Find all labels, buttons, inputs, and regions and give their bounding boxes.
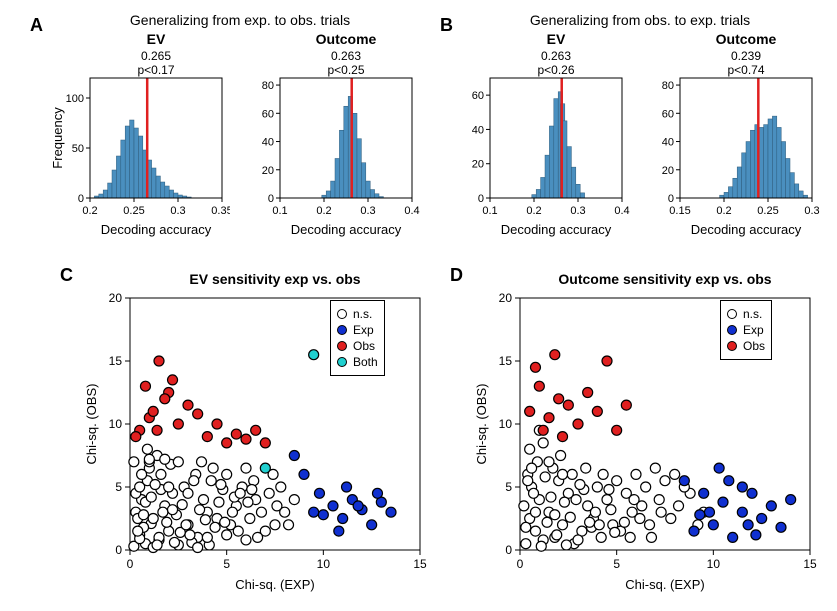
legend-item: n.s. <box>727 307 765 321</box>
svg-text:Decoding accuracy: Decoding accuracy <box>101 222 212 237</box>
svg-text:EV: EV <box>147 31 166 47</box>
svg-text:60: 60 <box>472 90 484 102</box>
histogram-a-outcome: Outcome 0.263p<0.25 0.1 0.2 0.3 0.4 0 20 40 60 80 D… <box>240 30 420 240</box>
svg-text:p<0.26: p<0.26 <box>537 63 574 77</box>
svg-text:0.3: 0.3 <box>360 205 375 217</box>
svg-text:Chi-sq. (EXP): Chi-sq. (EXP) <box>235 577 314 592</box>
svg-text:0: 0 <box>78 193 84 205</box>
svg-text:0: 0 <box>268 193 274 205</box>
svg-text:40: 40 <box>662 137 674 149</box>
svg-text:10: 10 <box>109 417 123 431</box>
svg-text:p<0.17: p<0.17 <box>137 63 174 77</box>
svg-text:0: 0 <box>478 193 484 205</box>
legend-item: Exp <box>727 323 765 337</box>
histogram-a-ev: EV 0.265p<0.17 0.2 0.25 0.3 0.35 0 50 100 Decodin… <box>50 30 230 240</box>
svg-text:0.2: 0.2 <box>82 205 97 217</box>
svg-text:0.2: 0.2 <box>526 205 541 217</box>
svg-text:0.265: 0.265 <box>141 49 171 63</box>
svg-text:Outcome: Outcome <box>716 31 777 47</box>
panel-label-d: D <box>450 265 463 286</box>
svg-text:0.1: 0.1 <box>482 205 497 217</box>
svg-text:40: 40 <box>472 124 484 136</box>
svg-text:0.2: 0.2 <box>316 205 331 217</box>
svg-text:15: 15 <box>499 354 513 368</box>
svg-text:80: 80 <box>662 80 674 92</box>
svg-text:0.4: 0.4 <box>404 205 419 217</box>
legend-item: Exp <box>337 323 378 337</box>
svg-text:0.4: 0.4 <box>614 205 629 217</box>
svg-text:60: 60 <box>262 108 274 120</box>
panel-label-a: A <box>30 15 43 36</box>
figure-root: A B C D Generalizing from exp. to obs. t… <box>10 10 827 601</box>
svg-text:20: 20 <box>109 291 123 305</box>
svg-text:20: 20 <box>472 159 484 171</box>
legend-item: Obs <box>727 339 765 353</box>
legend-c: n.s. Exp Obs Both <box>330 300 385 376</box>
svg-text:15: 15 <box>109 354 123 368</box>
svg-text:0.3: 0.3 <box>170 205 185 217</box>
svg-text:5: 5 <box>505 480 512 494</box>
panel-b-title: Generalizing from obs. to exp. trials <box>465 12 815 28</box>
svg-text:10: 10 <box>499 417 513 431</box>
svg-text:0: 0 <box>115 543 122 557</box>
svg-text:0.2: 0.2 <box>716 205 731 217</box>
histogram-b-outcome: Outcome 0.239p<0.74 0.15 0.2 0.25 0.3 0 20 40 60 8… <box>640 30 820 240</box>
svg-text:Chi-sq. (EXP): Chi-sq. (EXP) <box>625 577 704 592</box>
svg-text:0.3: 0.3 <box>570 205 585 217</box>
legend-item: n.s. <box>337 307 378 321</box>
svg-text:0.15: 0.15 <box>669 205 690 217</box>
svg-text:p<0.74: p<0.74 <box>727 63 764 77</box>
svg-text:80: 80 <box>262 80 274 92</box>
svg-text:5: 5 <box>223 557 230 571</box>
svg-text:Outcome: Outcome <box>316 31 377 47</box>
svg-text:0.35: 0.35 <box>211 205 230 217</box>
svg-text:Chi-sq. (OBS): Chi-sq. (OBS) <box>84 384 99 465</box>
panel-label-c: C <box>60 265 73 286</box>
svg-text:40: 40 <box>262 137 274 149</box>
svg-text:Decoding accuracy: Decoding accuracy <box>691 222 802 237</box>
svg-text:0.25: 0.25 <box>757 205 778 217</box>
svg-text:0.263: 0.263 <box>331 49 361 63</box>
svg-text:15: 15 <box>803 557 817 571</box>
svg-text:50: 50 <box>72 143 84 155</box>
svg-text:5: 5 <box>115 480 122 494</box>
svg-text:20: 20 <box>499 291 513 305</box>
svg-text:Decoding accuracy: Decoding accuracy <box>291 222 402 237</box>
svg-text:20: 20 <box>662 165 674 177</box>
svg-text:20: 20 <box>262 165 274 177</box>
svg-text:100: 100 <box>66 93 84 105</box>
legend-d: n.s. Exp Obs <box>720 300 772 360</box>
svg-text:EV: EV <box>547 31 566 47</box>
histogram-b-ev: EV 0.263p<0.26 0.1 0.2 0.3 0.4 0 20 40 60 Decoding… <box>450 30 630 240</box>
svg-text:0.3: 0.3 <box>804 205 819 217</box>
svg-text:0: 0 <box>517 557 524 571</box>
svg-text:EV sensitivity exp vs. obs: EV sensitivity exp vs. obs <box>189 271 360 287</box>
legend-item: Both <box>337 355 378 369</box>
panel-a-title: Generalizing from exp. to obs. trials <box>65 12 415 28</box>
svg-text:0.25: 0.25 <box>123 205 144 217</box>
svg-text:5: 5 <box>613 557 620 571</box>
svg-text:0.1: 0.1 <box>272 205 287 217</box>
svg-text:Chi-sq. (OBS): Chi-sq. (OBS) <box>474 384 489 465</box>
svg-text:0: 0 <box>505 543 512 557</box>
legend-item: Obs <box>337 339 378 353</box>
svg-text:10: 10 <box>707 557 721 571</box>
svg-text:0: 0 <box>127 557 134 571</box>
svg-text:0: 0 <box>668 193 674 205</box>
svg-text:Frequency: Frequency <box>50 107 65 169</box>
svg-text:Decoding accuracy: Decoding accuracy <box>501 222 612 237</box>
svg-text:15: 15 <box>413 557 427 571</box>
svg-text:10: 10 <box>317 557 331 571</box>
svg-text:0.263: 0.263 <box>541 49 571 63</box>
svg-text:p<0.25: p<0.25 <box>327 63 364 77</box>
svg-text:Outcome sensitivity exp vs. ob: Outcome sensitivity exp vs. obs <box>558 271 771 287</box>
svg-text:60: 60 <box>662 108 674 120</box>
svg-text:0.239: 0.239 <box>731 49 761 63</box>
